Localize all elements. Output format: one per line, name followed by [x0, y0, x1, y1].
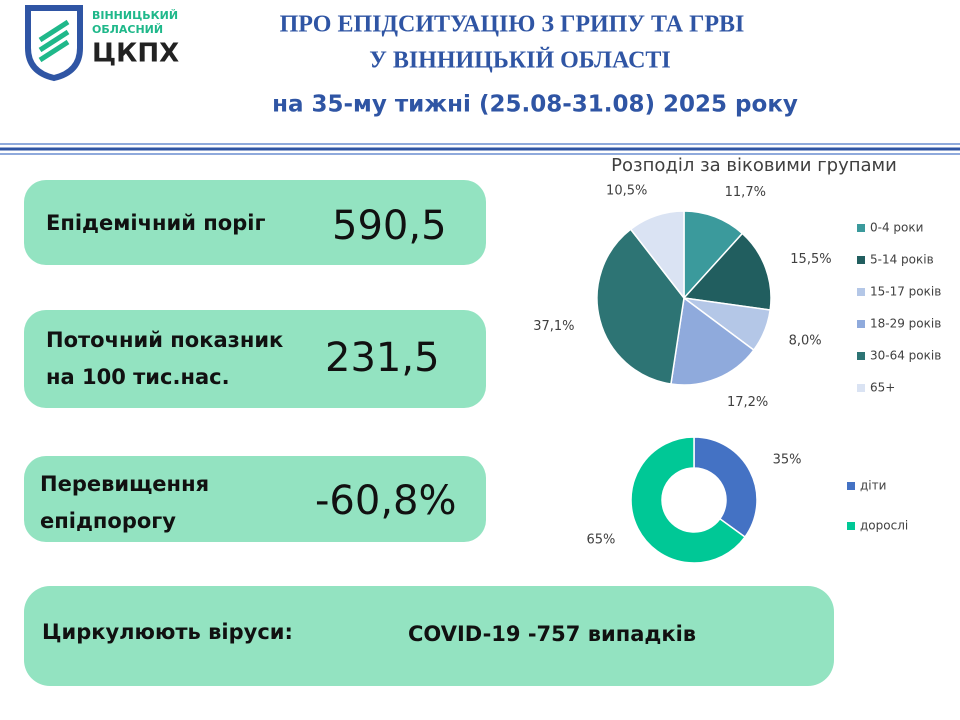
legend-label: 30-64 років	[870, 349, 941, 363]
card-label: Епідемічний поріг	[46, 211, 265, 235]
data-label: 37,1%	[533, 319, 574, 334]
legend-label: 5-14 років	[870, 253, 934, 267]
data-label: 65%	[587, 533, 616, 548]
legend-label: діти	[860, 479, 886, 493]
data-label: 11,7%	[725, 185, 766, 200]
card-value: -60,8%	[315, 478, 457, 524]
slice	[629, 210, 685, 301]
card-label: Поточний показник	[46, 328, 283, 352]
card-label: на 100 тис.нас.	[46, 365, 230, 389]
title: ПРО ЕПІДСИТУАЦІЮ З ГРИПУ ТА ГРВІ	[280, 12, 745, 38]
legend-label: 18-29 років	[870, 317, 941, 331]
legend-label: дорослі	[860, 519, 908, 533]
card-label: епідпорогу	[40, 509, 176, 533]
data-label: 8,0%	[789, 333, 822, 348]
card	[24, 586, 834, 686]
legend-swatch	[857, 352, 865, 360]
data-label: 17,2%	[727, 395, 768, 410]
slice	[693, 436, 758, 539]
logo-stripes	[38, 19, 70, 63]
data-label: 15,5%	[790, 252, 831, 267]
legend-swatch	[857, 288, 865, 296]
card-label: Перевищення	[40, 472, 209, 496]
card-value: 231,5	[325, 335, 440, 381]
card	[24, 180, 486, 265]
logo-shield	[25, 5, 83, 82]
data-label: 35%	[773, 452, 802, 467]
legend-label: 65+	[870, 381, 895, 395]
legend-label: 0-4 роки	[870, 221, 923, 235]
legend-swatch	[857, 384, 865, 392]
logo-name: ЦКПХ	[92, 39, 179, 69]
slice	[683, 210, 744, 300]
card	[24, 456, 486, 542]
legend-swatch	[857, 224, 865, 232]
logo-text: ОБЛАСНИЙ	[92, 23, 163, 36]
legend-label: 15-17 років	[870, 285, 941, 299]
slice	[670, 296, 755, 386]
slice	[596, 228, 685, 385]
slice	[630, 436, 747, 564]
card-label: Циркулюють віруси:	[42, 620, 293, 644]
logo-text: ВІННИЦЬКИЙ	[92, 9, 178, 22]
card-value: COVID-19 -757 випадків	[408, 622, 696, 646]
card-value: 590,5	[332, 203, 447, 249]
card	[24, 310, 486, 408]
slice	[682, 232, 772, 311]
legend-swatch	[857, 320, 865, 328]
legend-swatch	[847, 482, 855, 490]
data-label: 10,5%	[606, 183, 647, 198]
title: У ВІННИЦЬКІЙ ОБЛАСТІ	[369, 48, 671, 74]
subtitle: на 35-му тижні (25.08-31.08) 2025 року	[272, 92, 798, 118]
chart-title: Розподіл за віковими групами	[611, 155, 897, 176]
legend-swatch	[847, 522, 855, 530]
legend-swatch	[857, 256, 865, 264]
